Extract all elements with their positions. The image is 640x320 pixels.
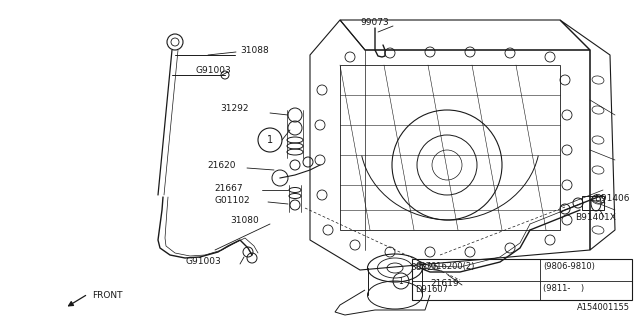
Text: G91003: G91003 bbox=[195, 66, 231, 75]
Text: 037016200(2): 037016200(2) bbox=[415, 262, 474, 271]
Text: B91401X: B91401X bbox=[575, 212, 616, 221]
Text: 21619: 21619 bbox=[430, 278, 459, 287]
Text: (9811-    ): (9811- ) bbox=[543, 284, 584, 293]
Text: 31088: 31088 bbox=[240, 45, 269, 54]
Text: FRONT: FRONT bbox=[92, 291, 122, 300]
Text: 1: 1 bbox=[399, 276, 403, 285]
Text: A154001155: A154001155 bbox=[577, 303, 630, 312]
Text: (9806-9810): (9806-9810) bbox=[543, 262, 595, 271]
Text: 99073: 99073 bbox=[360, 18, 388, 27]
Text: G01102: G01102 bbox=[214, 196, 250, 204]
Text: 21667: 21667 bbox=[214, 183, 243, 193]
Text: D91607: D91607 bbox=[415, 284, 448, 293]
Bar bbox=[412, 259, 632, 300]
Text: 31080: 31080 bbox=[230, 215, 259, 225]
Bar bbox=[582, 196, 604, 210]
Text: 31292: 31292 bbox=[220, 103, 248, 113]
Text: D91406: D91406 bbox=[594, 194, 630, 203]
Text: 21620: 21620 bbox=[207, 161, 236, 170]
Text: 1: 1 bbox=[267, 135, 273, 145]
Text: G91003: G91003 bbox=[185, 258, 221, 267]
Text: 38325: 38325 bbox=[410, 263, 438, 273]
